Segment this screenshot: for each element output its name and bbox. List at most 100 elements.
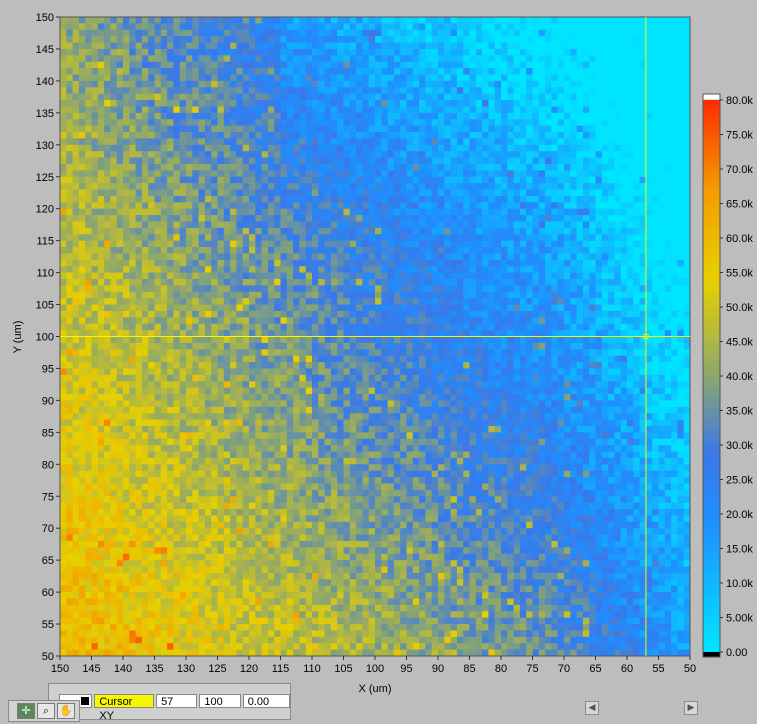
heatmap-cell	[545, 17, 552, 24]
heatmap-cell	[179, 144, 187, 152]
heatmap-cell	[595, 144, 603, 152]
heatmap-cell	[305, 278, 313, 286]
heatmap-cell	[513, 74, 521, 82]
heatmap-cell	[312, 80, 319, 88]
heatmap-cell	[519, 138, 527, 146]
heatmap-cell	[78, 100, 86, 107]
heatmap-cell	[349, 253, 357, 261]
heatmap-cell	[456, 176, 464, 184]
heatmap-cell	[419, 183, 426, 190]
heatmap-cell	[85, 100, 92, 107]
heatmap-cell	[677, 157, 685, 165]
heatmap-cell	[211, 183, 218, 190]
heatmap-cell	[595, 323, 603, 331]
heatmap-cell	[135, 48, 143, 56]
heatmap-cell	[299, 106, 307, 114]
heatmap-cell	[343, 61, 351, 69]
heatmap-cell	[154, 55, 162, 63]
heatmap-cell	[324, 189, 332, 197]
heatmap-cell	[230, 221, 237, 229]
heatmap-cell	[324, 285, 332, 293]
heatmap-cell	[368, 247, 376, 254]
heatmap-cell	[582, 240, 590, 248]
heatmap-cell	[652, 227, 659, 235]
heatmap-cell	[387, 183, 395, 190]
heatmap-cell	[444, 298, 451, 305]
heatmap-cell	[337, 87, 344, 95]
heatmap-cell	[614, 183, 622, 190]
heatmap-cell	[582, 157, 590, 165]
heatmap-cell	[582, 61, 590, 69]
heatmap-cell	[652, 144, 659, 152]
heatmap-cell	[412, 125, 420, 133]
heatmap-cell	[601, 93, 609, 101]
heatmap-cell	[60, 310, 67, 318]
heatmap-cell	[72, 189, 80, 197]
heatmap-cell	[261, 48, 269, 56]
heatmap-cell	[463, 189, 470, 197]
heatmap-cell	[645, 87, 653, 95]
heatmap-cell	[104, 310, 111, 318]
heatmap-cell	[91, 266, 99, 273]
heatmap-cell	[129, 215, 136, 222]
heatmap-cell	[570, 132, 577, 139]
heatmap-cell	[167, 132, 174, 139]
heatmap-cell	[97, 42, 105, 50]
heatmap-cell	[444, 151, 451, 158]
heatmap-cell	[267, 119, 275, 127]
heatmap-cell	[469, 317, 477, 325]
heatmap-cell	[343, 310, 351, 318]
heatmap-cell	[620, 100, 628, 107]
heatmap-cell	[141, 221, 149, 229]
heatmap-cell	[551, 151, 559, 158]
heatmap-cell	[236, 48, 244, 56]
heatmap-cell	[406, 170, 414, 178]
heatmap-cell	[601, 310, 609, 318]
heatmap-cell	[324, 55, 332, 63]
heatmap-cell	[343, 298, 351, 305]
heatmap-cell	[450, 176, 458, 184]
heatmap-cell	[381, 68, 388, 75]
heatmap-cell	[116, 330, 124, 337]
heatmap-cell	[135, 247, 143, 254]
heatmap-cell	[381, 29, 388, 37]
heatmap-cell	[91, 298, 99, 305]
heatmap-cell	[123, 304, 130, 312]
heatmap-cell	[658, 132, 666, 139]
heatmap-cell	[318, 317, 325, 325]
heatmap-cell	[482, 259, 489, 267]
heatmap-cell	[116, 298, 124, 305]
heatmap-cell	[627, 227, 634, 235]
heatmap-cell	[425, 125, 433, 133]
heatmap-cell	[664, 125, 672, 133]
heatmap-cell	[652, 29, 659, 37]
heatmap-cell	[627, 291, 634, 299]
heatmap-cell	[450, 132, 458, 139]
heatmap-cell	[570, 48, 577, 56]
heatmap-cell	[501, 247, 508, 254]
heatmap-cell	[507, 227, 514, 235]
heatmap-cell	[249, 304, 256, 312]
heatmap-cell	[608, 42, 615, 50]
heatmap-cell	[595, 278, 603, 286]
heatmap-cell	[217, 189, 225, 197]
heatmap-cell	[463, 183, 470, 190]
heatmap-cell	[267, 100, 275, 107]
heatmap-cell	[582, 234, 590, 242]
heatmap-cell	[236, 74, 244, 82]
heatmap-cell	[242, 144, 250, 152]
heatmap-cell	[658, 48, 666, 56]
heatmap-cell	[337, 208, 344, 216]
heatmap-cell	[179, 215, 187, 222]
heatmap-cell	[72, 272, 80, 280]
heatmap-cell	[204, 170, 212, 178]
heatmap-cell	[683, 310, 691, 318]
heatmap-cell	[186, 138, 193, 146]
heatmap-cell	[179, 106, 187, 114]
heatmap-cell	[557, 17, 565, 24]
heatmap-cell	[280, 189, 288, 197]
heatmap-cell	[589, 234, 596, 242]
heatmap-cell	[456, 240, 464, 248]
heatmap-cell	[381, 176, 388, 184]
heatmap-cell	[167, 36, 174, 43]
